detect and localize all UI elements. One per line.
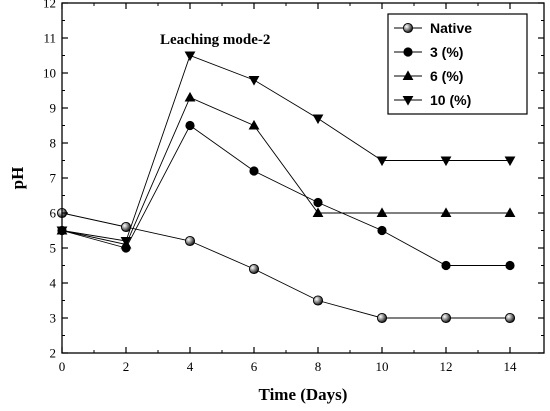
data-point — [440, 156, 452, 167]
legend-item: 3 (%) — [394, 44, 463, 60]
x-tick-label: 10 — [376, 359, 389, 374]
data-point — [440, 207, 452, 217]
data-point — [312, 114, 324, 125]
y-tick-label: 10 — [43, 66, 56, 81]
y-tick-label: 12 — [43, 0, 56, 11]
data-point — [120, 221, 132, 233]
x-tick-label: 4 — [187, 359, 194, 374]
legend-marker — [402, 70, 414, 80]
series-1 — [56, 207, 516, 324]
x-tick-label: 8 — [315, 359, 322, 374]
data-point — [312, 207, 324, 217]
data-point — [504, 312, 516, 324]
annotation-text: Leaching mode-2 — [160, 32, 270, 48]
data-point — [440, 312, 452, 324]
series-line — [61, 212, 510, 319]
series-line — [61, 54, 510, 242]
data-point — [441, 260, 451, 271]
data-point — [248, 76, 260, 86]
data-point — [248, 119, 260, 130]
legend-label: Native — [430, 20, 472, 36]
data-point — [376, 156, 388, 167]
x-tick-label: 2 — [123, 359, 130, 374]
legend-item: Native — [394, 20, 472, 36]
legend: Native 3 (%) 6 (%) 10 (%) — [387, 13, 528, 115]
legend-marker — [403, 47, 413, 57]
data-point — [185, 120, 195, 131]
y-tick-label: 9 — [50, 101, 57, 116]
x-tick-label: 12 — [440, 359, 453, 374]
data-point — [184, 91, 196, 102]
data-point — [248, 263, 260, 275]
y-tick-label: 2 — [50, 346, 57, 361]
data-point — [504, 156, 516, 167]
data-point — [376, 312, 388, 324]
legend-item: 10 (%) — [394, 92, 471, 108]
data-point — [505, 260, 515, 271]
data-point — [184, 235, 196, 247]
legend-label: 10 (%) — [430, 92, 471, 108]
series-line — [61, 96, 510, 246]
data-point — [184, 51, 196, 62]
data-point — [504, 207, 516, 217]
series-line — [61, 124, 510, 266]
x-tick-label: 6 — [251, 359, 258, 374]
x-axis-label: Time (Days) — [259, 385, 348, 404]
series-layer — [56, 51, 516, 324]
y-tick-label: 11 — [43, 31, 56, 46]
data-point — [377, 225, 387, 236]
legend-marker — [402, 22, 414, 34]
data-point — [312, 295, 324, 306]
y-tick-label: 3 — [50, 311, 57, 326]
y-tick-label: 5 — [50, 241, 57, 256]
series-3 — [56, 91, 516, 249]
data-point — [249, 166, 259, 176]
legend-label: 6 (%) — [430, 68, 463, 84]
data-point — [313, 197, 323, 208]
data-point — [376, 207, 388, 217]
y-axis-label: pH — [8, 167, 27, 190]
y-tick-label: 4 — [50, 276, 57, 291]
x-tick-label: 14 — [504, 359, 518, 374]
x-tick-label: 0 — [59, 359, 66, 374]
legend-item: 6 (%) — [394, 68, 463, 84]
legend-marker — [402, 96, 414, 106]
data-point — [120, 237, 132, 247]
y-tick-label: 6 — [50, 206, 57, 221]
y-tick-label: 8 — [50, 136, 57, 151]
y-tick-label: 7 — [50, 171, 57, 186]
legend-label: 3 (%) — [430, 44, 463, 60]
